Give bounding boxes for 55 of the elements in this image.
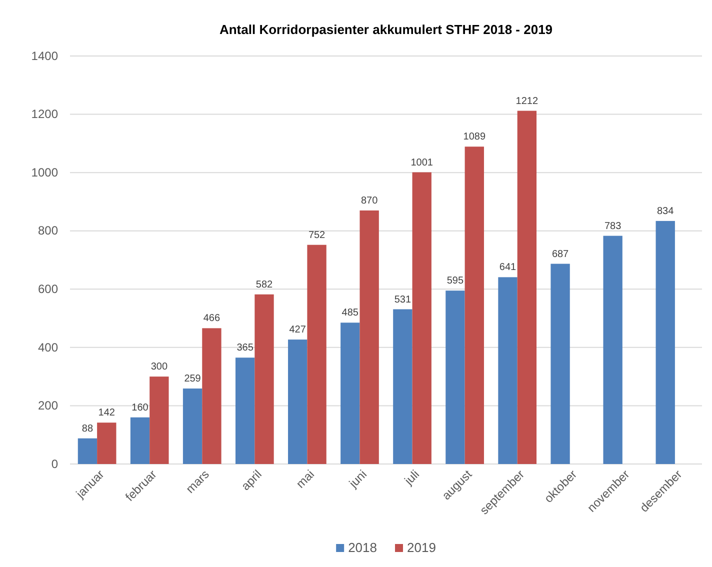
bar bbox=[235, 358, 255, 464]
data-label: 1089 bbox=[463, 132, 486, 143]
data-label: 466 bbox=[203, 313, 220, 324]
data-label: 142 bbox=[98, 408, 116, 419]
bar bbox=[360, 210, 379, 464]
y-tick-label: 200 bbox=[38, 398, 58, 413]
data-label: 783 bbox=[604, 220, 622, 232]
legend-label: 2018 bbox=[348, 540, 377, 555]
y-tick-label: 400 bbox=[38, 340, 58, 354]
legend-label: 2019 bbox=[407, 540, 436, 555]
bar bbox=[550, 264, 570, 464]
bar bbox=[656, 220, 675, 464]
data-label: 160 bbox=[132, 402, 149, 414]
y-tick-label: 1000 bbox=[31, 165, 58, 180]
bar bbox=[412, 172, 432, 464]
data-label: 485 bbox=[342, 308, 359, 319]
bar bbox=[150, 376, 169, 464]
x-tick-label: juli bbox=[401, 467, 422, 488]
bar bbox=[97, 422, 116, 464]
bar bbox=[498, 277, 518, 464]
data-label: 595 bbox=[446, 276, 464, 287]
data-label: 870 bbox=[360, 195, 378, 206]
data-label: 531 bbox=[394, 294, 412, 306]
data-label: 641 bbox=[499, 262, 517, 274]
bar bbox=[130, 417, 150, 464]
data-label: 1001 bbox=[410, 157, 434, 168]
data-label: 582 bbox=[256, 279, 274, 290]
chart-title: Antall Korridorpasienter akkumulert STHF 2018 - 2019 bbox=[219, 22, 553, 37]
bar bbox=[182, 388, 202, 464]
data-label: 259 bbox=[184, 374, 202, 385]
data-label: 427 bbox=[289, 324, 306, 336]
data-label: 88 bbox=[82, 423, 94, 434]
bar bbox=[202, 328, 222, 464]
y-tick-label: 1200 bbox=[31, 107, 58, 122]
bar bbox=[446, 290, 465, 464]
data-label: 834 bbox=[657, 206, 674, 217]
x-tick-label: mai bbox=[293, 467, 317, 491]
data-label: 1212 bbox=[516, 96, 538, 107]
bar bbox=[254, 294, 274, 464]
bar bbox=[78, 438, 98, 464]
data-label: 687 bbox=[552, 248, 570, 260]
y-tick-label: 1400 bbox=[31, 48, 58, 63]
data-label: 365 bbox=[236, 342, 254, 354]
bar bbox=[307, 244, 326, 464]
bar bbox=[340, 322, 360, 464]
bar bbox=[517, 110, 537, 464]
bar bbox=[393, 309, 412, 464]
y-tick-label: 0 bbox=[51, 456, 58, 471]
y-tick-label: 800 bbox=[38, 224, 58, 238]
bar bbox=[603, 236, 622, 464]
bar bbox=[464, 146, 484, 464]
data-label: 300 bbox=[150, 362, 168, 373]
data-label: 752 bbox=[308, 230, 326, 241]
bar bbox=[288, 340, 308, 464]
y-tick-label: 600 bbox=[38, 282, 58, 296]
